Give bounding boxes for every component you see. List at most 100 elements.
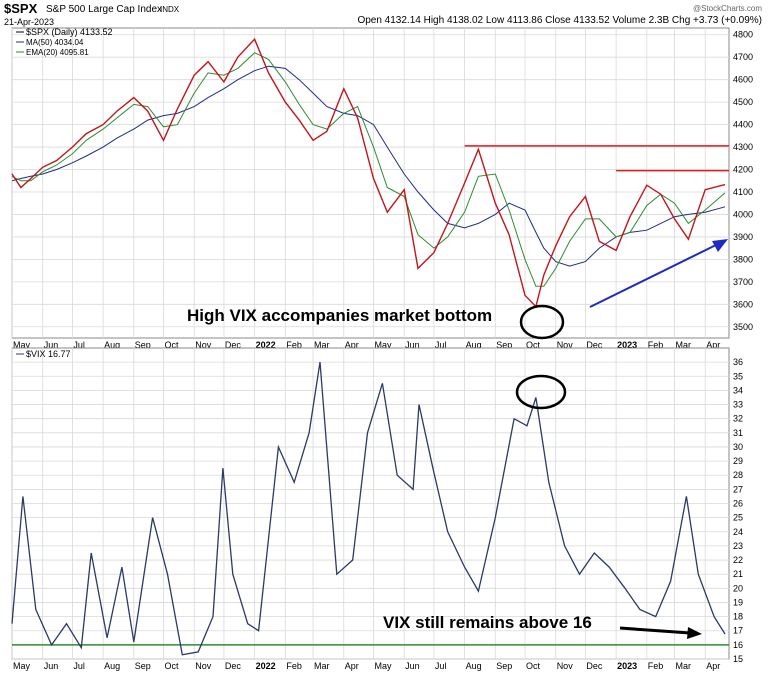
x-tick-label: Nov (195, 340, 212, 350)
y-tick-label: 3800 (733, 254, 753, 264)
y-tick-label: 22 (733, 555, 743, 565)
legend-ema20: EMA(20) 4095.81 (26, 48, 89, 57)
y-tick-label: 3900 (733, 232, 753, 242)
x-tick-label: Jul (73, 661, 85, 671)
y-tick-label: 4000 (733, 209, 753, 219)
y-tick-label: 23 (733, 541, 743, 551)
y-tick-label: 4700 (733, 52, 753, 62)
watermark: @StockCharts.com (693, 4, 762, 13)
x-tick-label: Mar (314, 661, 330, 671)
y-tick-label: 36 (733, 357, 743, 367)
price-y-ticks: 3500 3600 3700 3800 3900 4000 4100 4200 4300 4400… (733, 30, 753, 332)
y-tick-label: 16 (733, 640, 743, 650)
x-tick-label: Apr (706, 340, 720, 350)
x-tick-label: Apr (345, 661, 359, 671)
y-tick-label: 3600 (733, 299, 753, 309)
x-tick-label: Dec (225, 661, 242, 671)
vix-y-ticks: 15 16 17 18 19 20 21 22 23 24 25 26 27 28 29 30 31 32 33 34… (733, 357, 743, 664)
legend-ma50: MA(50) 4034.04 (26, 38, 84, 47)
vix-x-ticks: May Jun Jul Aug Sep Oct Nov Dec 2022 Feb Mar Apr May… (13, 661, 720, 671)
ma50-line (11, 65, 726, 267)
y-tick-label: 4800 (733, 30, 753, 40)
x-tick-label: Nov (195, 661, 212, 671)
y-tick-label: 26 (733, 499, 743, 509)
y-tick-label: 25 (733, 513, 743, 523)
x-tick-label: May (13, 340, 31, 350)
x-tick-label: Aug (104, 661, 120, 671)
price-x-ticks: May Jun Jul Aug Sep Oct Nov Dec 2022 Feb Mar Apr May… (13, 340, 720, 350)
y-tick-label: 20 (733, 583, 743, 593)
x-tick-label: Aug (466, 661, 482, 671)
x-tick-label: Jun (405, 340, 420, 350)
x-tick-label: Feb (286, 340, 302, 350)
y-tick-label: 4100 (733, 187, 753, 197)
x-tick-label: 2022 (256, 661, 276, 671)
x-tick-label: Apr (345, 340, 359, 350)
x-tick-label: Mar (314, 340, 330, 350)
spx-price-line (11, 37, 726, 308)
y-tick-label: 28 (733, 470, 743, 480)
legend-spx: $SPX (Daily) 4133.52 (26, 27, 113, 37)
x-tick-label: Dec (225, 340, 242, 350)
y-tick-label: 4500 (733, 97, 753, 107)
y-tick-label: 21 (733, 569, 743, 579)
x-tick-label: Mar (676, 340, 692, 350)
x-tick-label: May (374, 661, 392, 671)
x-tick-label: Oct (165, 661, 180, 671)
vix-arrow-line (619, 626, 691, 635)
ema20-line (11, 52, 726, 287)
y-tick-label: 4600 (733, 75, 753, 85)
x-tick-label: 2023 (617, 661, 637, 671)
x-tick-label: May (374, 340, 392, 350)
legend-vix: $VIX 16.77 (26, 349, 71, 359)
bottom-circle (519, 304, 565, 340)
x-tick-label: Nov (557, 340, 574, 350)
y-tick-label: 19 (733, 597, 743, 607)
x-tick-label: May (13, 661, 31, 671)
x-tick-label: Oct (526, 340, 541, 350)
resistance-lines (464, 145, 729, 172)
y-tick-label: 4200 (733, 165, 753, 175)
x-tick-label: Jul (435, 661, 447, 671)
y-tick-label: 27 (733, 484, 743, 494)
x-tick-label: Jun (44, 661, 59, 671)
chart-date: 21-Apr-2023 (4, 17, 54, 27)
vix-line (11, 362, 726, 656)
price-legend: $SPX (Daily) 4133.52 MA(50) 4034.04 EMA(… (16, 27, 113, 57)
x-tick-label: Apr (706, 661, 720, 671)
x-tick-label: Feb (648, 340, 664, 350)
x-tick-label: Dec (586, 340, 603, 350)
vix-annotation: VIX still remains above 16 (383, 613, 592, 632)
x-tick-label: Aug (466, 340, 482, 350)
symbol: $SPX (4, 1, 38, 16)
y-tick-label: 24 (733, 527, 743, 537)
y-tick-label: 32 (733, 414, 743, 424)
x-tick-label: 2022 (256, 340, 276, 350)
x-tick-label: Dec (586, 661, 603, 671)
y-tick-label: 30 (733, 442, 743, 452)
x-tick-label: Oct (526, 661, 541, 671)
x-tick-label: Mar (676, 661, 692, 671)
uptrend-arrow-head (712, 239, 728, 252)
vix-peak-circle (515, 374, 567, 410)
y-tick-label: 34 (733, 385, 743, 395)
uptrend-arrow-line (589, 243, 719, 308)
index-name: S&P 500 Large Cap Index (46, 4, 162, 15)
x-tick-label: Sep (135, 661, 151, 671)
x-tick-label: Sep (496, 340, 512, 350)
y-tick-label: 15 (733, 654, 743, 664)
x-tick-label: Jul (73, 340, 85, 350)
y-tick-label: 33 (733, 400, 743, 410)
y-tick-label: 29 (733, 456, 743, 466)
x-tick-label: Nov (557, 661, 574, 671)
y-tick-label: 3700 (733, 277, 753, 287)
x-tick-label: Feb (648, 661, 664, 671)
vix-arrow-head (687, 627, 702, 639)
y-tick-label: 18 (733, 612, 743, 622)
y-tick-label: 31 (733, 428, 743, 438)
x-tick-label: Jun (405, 661, 420, 671)
vix-legend: $VIX 16.77 (16, 349, 71, 359)
x-tick-label: Aug (104, 340, 120, 350)
x-tick-label: Sep (496, 661, 512, 671)
